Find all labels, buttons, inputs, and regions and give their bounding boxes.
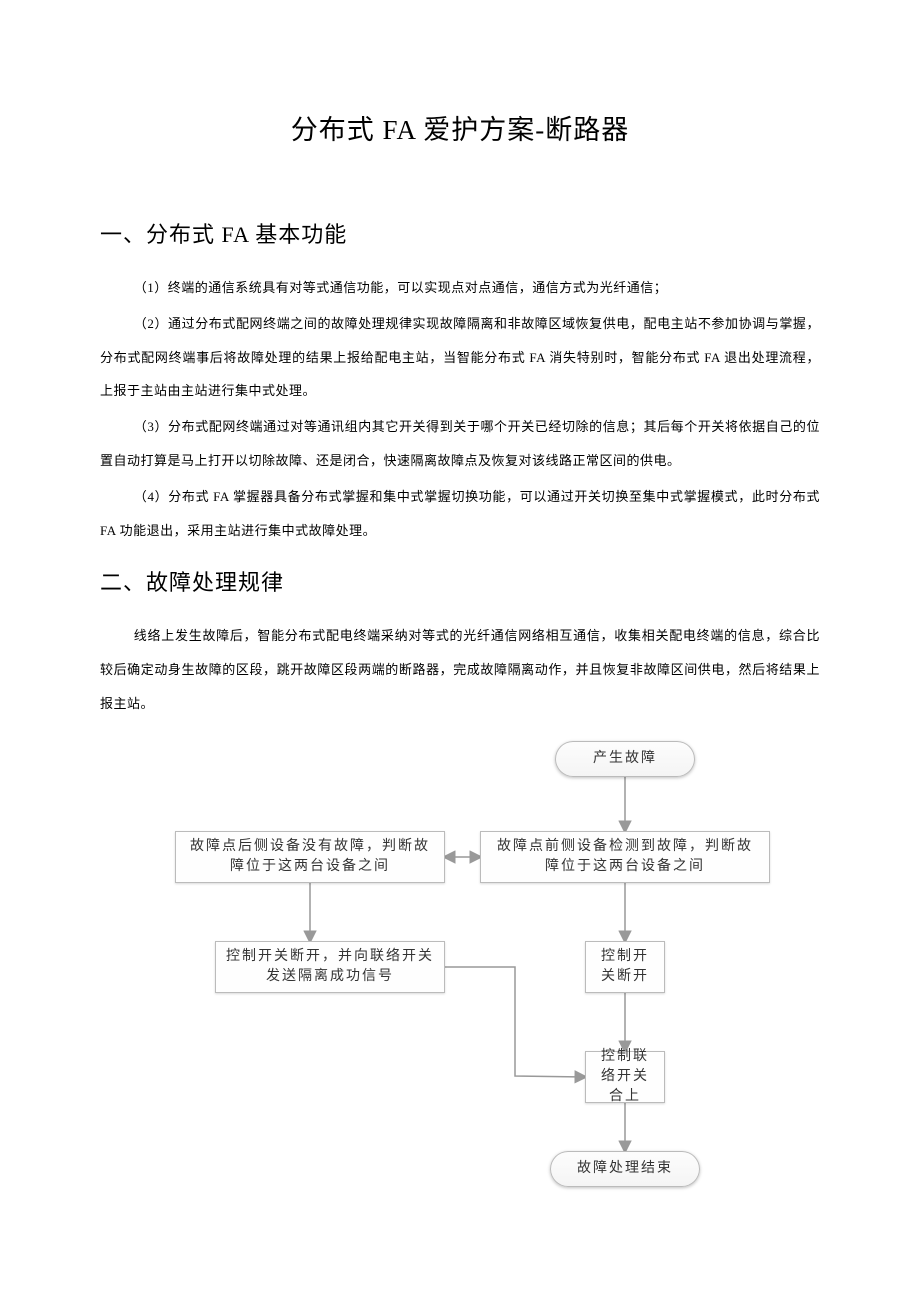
- section1-paragraph-1: （1）终端的通信系统具有对等式通信功能，可以实现点对点通信，通信方式为光纤通信；: [100, 271, 820, 305]
- flowchart-node-front: 故障点前侧设备检测到故障，判断故障位于这两台设备之间: [480, 831, 770, 883]
- flowchart-node-start: 产生故障: [555, 741, 695, 777]
- document-page: 分布式 FA 爱护方案-断路器 一、分布式 FA 基本功能 （1）终端的通信系统…: [0, 0, 920, 1301]
- flowchart: 产生故障故障点前侧设备检测到故障，判断故障位于这两台设备之间故障点后侧设备没有故…: [170, 741, 790, 1191]
- section2-intro: 线络上发生故障后，智能分布式配电终端采纳对等式的光纤通信网络相互通信，收集相关配…: [100, 619, 820, 720]
- section1-heading: 一、分布式 FA 基本功能: [100, 217, 820, 249]
- document-title: 分布式 FA 爱护方案-断路器: [100, 108, 820, 147]
- section1-paragraph-2: （2）通过分布式配网终端之间的故障处理规律实现故障隔离和非故障区域恢复供电，配电…: [100, 307, 820, 408]
- flowchart-node-tie: 控制联络开关合上: [585, 1051, 665, 1103]
- flowchart-node-openL: 控制开关断开，并向联络开关发送隔离成功信号: [215, 941, 445, 993]
- flowchart-node-back: 故障点后侧设备没有故障，判断故障位于这两台设备之间: [175, 831, 445, 883]
- flowchart-node-end: 故障处理结束: [550, 1151, 700, 1187]
- flowchart-node-openR: 控制开关断开: [585, 941, 665, 993]
- section2-heading: 二、故障处理规律: [100, 565, 820, 597]
- flowchart-edge-5: [445, 967, 585, 1077]
- section1-paragraph-3: （3）分布式配网终端通过对等通讯组内其它开关得到关于哪个开关已经切除的信息；其后…: [100, 410, 820, 478]
- section1-paragraph-4: （4）分布式 FA 掌握器具备分布式掌握和集中式掌握切换功能，可以通过开关切换至…: [100, 480, 820, 548]
